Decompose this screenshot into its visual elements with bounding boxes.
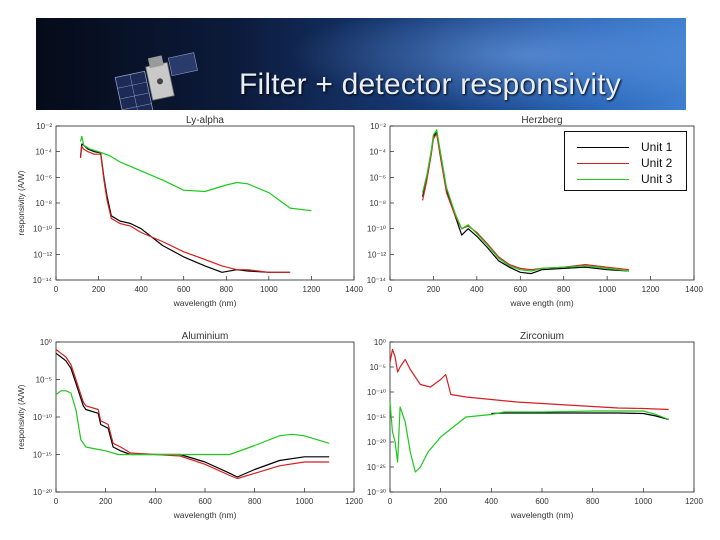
x-tick-label: 200 <box>92 285 106 294</box>
plot-frame <box>55 125 355 281</box>
y-tick-label: 10⁻⁵ <box>36 376 52 385</box>
satellite-icon <box>114 52 198 110</box>
legend-label: Unit 3 <box>641 172 673 186</box>
x-tick-label: 800 <box>248 497 262 506</box>
banner-glow <box>286 18 686 110</box>
series-line-unit1 <box>79 143 291 273</box>
y-tick-label: 10⁻¹⁰ <box>367 225 386 234</box>
series-line-unit3 <box>389 401 669 473</box>
x-tick-label: 600 <box>198 497 212 506</box>
x-tick-label: 1000 <box>295 497 313 506</box>
y-tick-label: 10⁻³⁰ <box>367 488 386 497</box>
chart-ly-alpha: Ly-alpha wavelength (nm) responsivity (A/W… <box>17 115 363 308</box>
x-tick-label: 400 <box>134 285 148 294</box>
y-tick-label: 10⁰ <box>374 338 386 347</box>
x-tick-label: 400 <box>485 497 499 506</box>
x-axis-label: wavelength (nm) <box>510 510 574 520</box>
x-tick-label: 1000 <box>598 285 616 294</box>
x-tick-label: 0 <box>388 285 393 294</box>
chart-title: Ly-alpha <box>186 115 224 126</box>
x-tick-label: 200 <box>434 497 448 506</box>
y-tick-label: 10⁻⁴ <box>35 148 52 157</box>
chart-title: Herzberg <box>521 115 562 126</box>
legend-item-unit2: Unit 2 <box>565 156 686 170</box>
y-tick-label: 10⁻² <box>370 122 386 131</box>
chart-title: Zirconium <box>520 331 564 342</box>
x-tick-label: 1400 <box>345 285 363 294</box>
x-tick-label: 800 <box>586 497 600 506</box>
title-banner: Filter + detector responsivity <box>36 18 686 110</box>
x-tick-label: 1000 <box>634 497 652 506</box>
y-tick-label: 10⁻⁸ <box>370 199 387 208</box>
chart-herzberg: Herzberg wave ength (nm) 0 200 400 600 800 1000… <box>367 115 704 308</box>
x-tick-label: 400 <box>149 497 163 506</box>
y-tick-label: 10⁻² <box>36 122 52 131</box>
legend-swatch <box>577 163 629 164</box>
series-line-unit1 <box>55 352 330 478</box>
x-tick-label: 800 <box>557 285 571 294</box>
series-line-unit2 <box>55 349 330 480</box>
y-tick-label: 10⁻⁵ <box>370 363 386 372</box>
y-tick-label: 10⁻¹² <box>368 250 387 259</box>
y-tick-label: 10⁻¹⁴ <box>367 276 387 285</box>
y-tick-label: 10⁻⁸ <box>36 199 53 208</box>
y-tick-label: 10⁻¹⁰ <box>33 225 52 234</box>
y-tick-label: 10⁻¹⁰ <box>33 413 52 422</box>
y-tick-label: 10⁻¹⁵ <box>33 451 52 460</box>
slide-title: Filter + detector responsivity <box>239 68 621 101</box>
legend: Unit 1 Unit 2 Unit 3 <box>564 131 687 191</box>
chart-zirconium: Zirconium wavelength (nm) 0 200 400 600 800 100… <box>367 331 704 520</box>
y-tick-label: 10⁻⁶ <box>36 173 52 182</box>
x-tick-label: 200 <box>99 497 113 506</box>
plot-frame <box>389 341 695 493</box>
y-tick-label: 10⁻²⁰ <box>367 438 386 447</box>
x-tick-label: 1200 <box>642 285 660 294</box>
y-tick-label: 10⁻¹⁵ <box>367 413 386 422</box>
y-tick-label: 10⁻²⁵ <box>367 463 386 472</box>
x-tick-label: 1400 <box>685 285 703 294</box>
legend-item-unit1: Unit 1 <box>565 140 686 154</box>
series-line-unit2 <box>79 145 291 273</box>
x-tick-label: 600 <box>535 497 549 506</box>
legend-swatch <box>577 147 629 148</box>
x-axis-label: wave ength (nm) <box>509 298 573 308</box>
x-tick-label: 0 <box>54 497 59 506</box>
series-line-unit3 <box>422 129 629 272</box>
y-tick-label: 10⁻²⁰ <box>33 488 52 497</box>
series-line-unit2 <box>389 348 669 411</box>
legend-swatch <box>577 179 629 180</box>
y-axis-label: responsivity (A/W) <box>17 170 26 235</box>
chart-aluminium: Aluminium wavelength (nm) responsivity (A/… <box>17 331 363 520</box>
x-tick-label: 1200 <box>685 497 703 506</box>
chart-title: Aluminium <box>182 331 229 342</box>
y-tick-label: 10⁻⁴ <box>369 148 386 157</box>
x-tick-label: 600 <box>177 285 191 294</box>
series-line-unit1 <box>491 412 669 421</box>
x-tick-label: 800 <box>220 285 234 294</box>
x-tick-label: 200 <box>427 285 441 294</box>
y-tick-label: 10⁰ <box>40 338 52 347</box>
x-tick-label: 0 <box>388 497 393 506</box>
series-line-unit1 <box>422 131 629 275</box>
y-axis-label: responsivity (A/W) <box>17 384 26 449</box>
legend-item-unit3: Unit 3 <box>565 172 686 186</box>
series-line-unit3 <box>55 390 330 456</box>
y-tick-label: 10⁻¹² <box>34 250 53 259</box>
series-line-unit3 <box>79 135 312 212</box>
x-axis-label: wavelength (nm) <box>173 298 237 308</box>
plot-frame <box>55 341 355 493</box>
x-axis-label: wavelength (nm) <box>173 510 237 520</box>
legend-label: Unit 1 <box>641 140 673 154</box>
y-tick-label: 10⁻⁶ <box>370 173 386 182</box>
x-tick-label: 0 <box>54 285 59 294</box>
y-tick-label: 10⁻¹⁰ <box>367 388 386 397</box>
x-tick-label: 600 <box>514 285 528 294</box>
x-tick-label: 1000 <box>260 285 278 294</box>
x-tick-label: 1200 <box>345 497 363 506</box>
x-tick-label: 400 <box>470 285 484 294</box>
legend-label: Unit 2 <box>641 156 673 170</box>
x-tick-label: 1200 <box>303 285 321 294</box>
y-tick-label: 10⁻¹⁴ <box>33 276 53 285</box>
